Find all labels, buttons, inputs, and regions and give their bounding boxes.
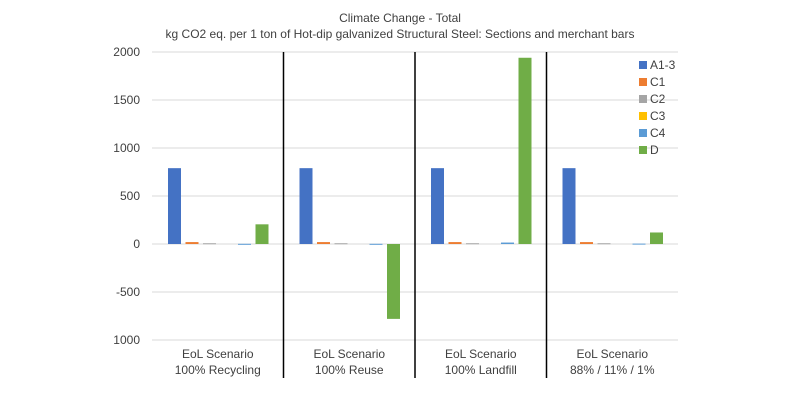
category-label-line2: 100% Landfill: [445, 363, 517, 377]
category-label-line1: EoL Scenario: [445, 347, 517, 361]
category-label-line2: 100% Reuse: [315, 363, 384, 377]
legend-swatch-c2: [639, 95, 647, 103]
y-tick-label: 1000: [113, 141, 140, 155]
legend-swatch-c1: [639, 78, 647, 86]
x-axis: EoL Scenario 100% Recycling EoL Scenario 10…: [175, 347, 655, 377]
chart-title: Climate Change - Total: [339, 11, 461, 25]
y-tick-label: 0: [133, 237, 140, 251]
y-tick-label: 2000: [113, 45, 140, 59]
bar-d-2: [387, 244, 400, 319]
bar-a1-3-2: [299, 168, 313, 244]
bar-d-4: [650, 232, 663, 244]
bar-c4-4: [632, 243, 646, 245]
legend-swatch-c4: [639, 129, 647, 137]
bar-a1-3-4: [562, 168, 576, 244]
category-label-line1: EoL Scenario: [182, 347, 254, 361]
legend-swatch-d: [639, 146, 647, 154]
category-label-line2: 100% Recycling: [175, 363, 261, 377]
legend-label: A1-3: [650, 58, 676, 72]
bar-c2-2: [334, 243, 348, 245]
legend-swatch-c3: [639, 112, 647, 120]
bar-c4-2: [369, 243, 383, 245]
legend-label: C4: [650, 126, 666, 140]
bars: [168, 57, 663, 319]
y-tick-label: 1000: [113, 333, 140, 347]
category-label-line1: EoL Scenario: [576, 347, 648, 361]
bar-d-1: [255, 224, 269, 244]
bar-c4-1: [238, 243, 251, 245]
legend: A1-3 C1 C2 C3 C4 D: [639, 58, 676, 157]
bar-a1-3-3: [431, 168, 444, 244]
bar-a1-3-1: [168, 168, 181, 244]
y-tick-label: -500: [116, 285, 140, 299]
legend-label: C3: [650, 109, 666, 123]
legend-label: C2: [650, 92, 666, 106]
bar-c1-3: [448, 242, 462, 244]
legend-label: C1: [650, 75, 666, 89]
category-label-line2: 88% / 11% / 1%: [570, 363, 655, 377]
y-tick-label: 500: [120, 189, 140, 203]
legend-label: D: [650, 143, 659, 157]
category-dividers: [282, 52, 548, 378]
legend-swatch-a1-3: [639, 61, 647, 69]
bar-c2-3: [466, 243, 479, 245]
category-label-line1: EoL Scenario: [313, 347, 385, 361]
bar-c4-3: [501, 242, 514, 244]
y-tick-label: 1500: [113, 93, 140, 107]
chart-subtitle: kg CO2 eq. per 1 ton of Hot-dip galvaniz…: [166, 27, 635, 41]
bar-c2-1: [203, 243, 216, 245]
y-axis: 2000 1500 1000 500 0 -500 1000: [113, 45, 140, 347]
bar-c1-4: [580, 242, 593, 244]
bar-c2-4: [597, 243, 611, 245]
bar-c1-2: [317, 242, 330, 244]
bar-c1-1: [185, 242, 199, 244]
bar-d-3: [518, 57, 532, 245]
